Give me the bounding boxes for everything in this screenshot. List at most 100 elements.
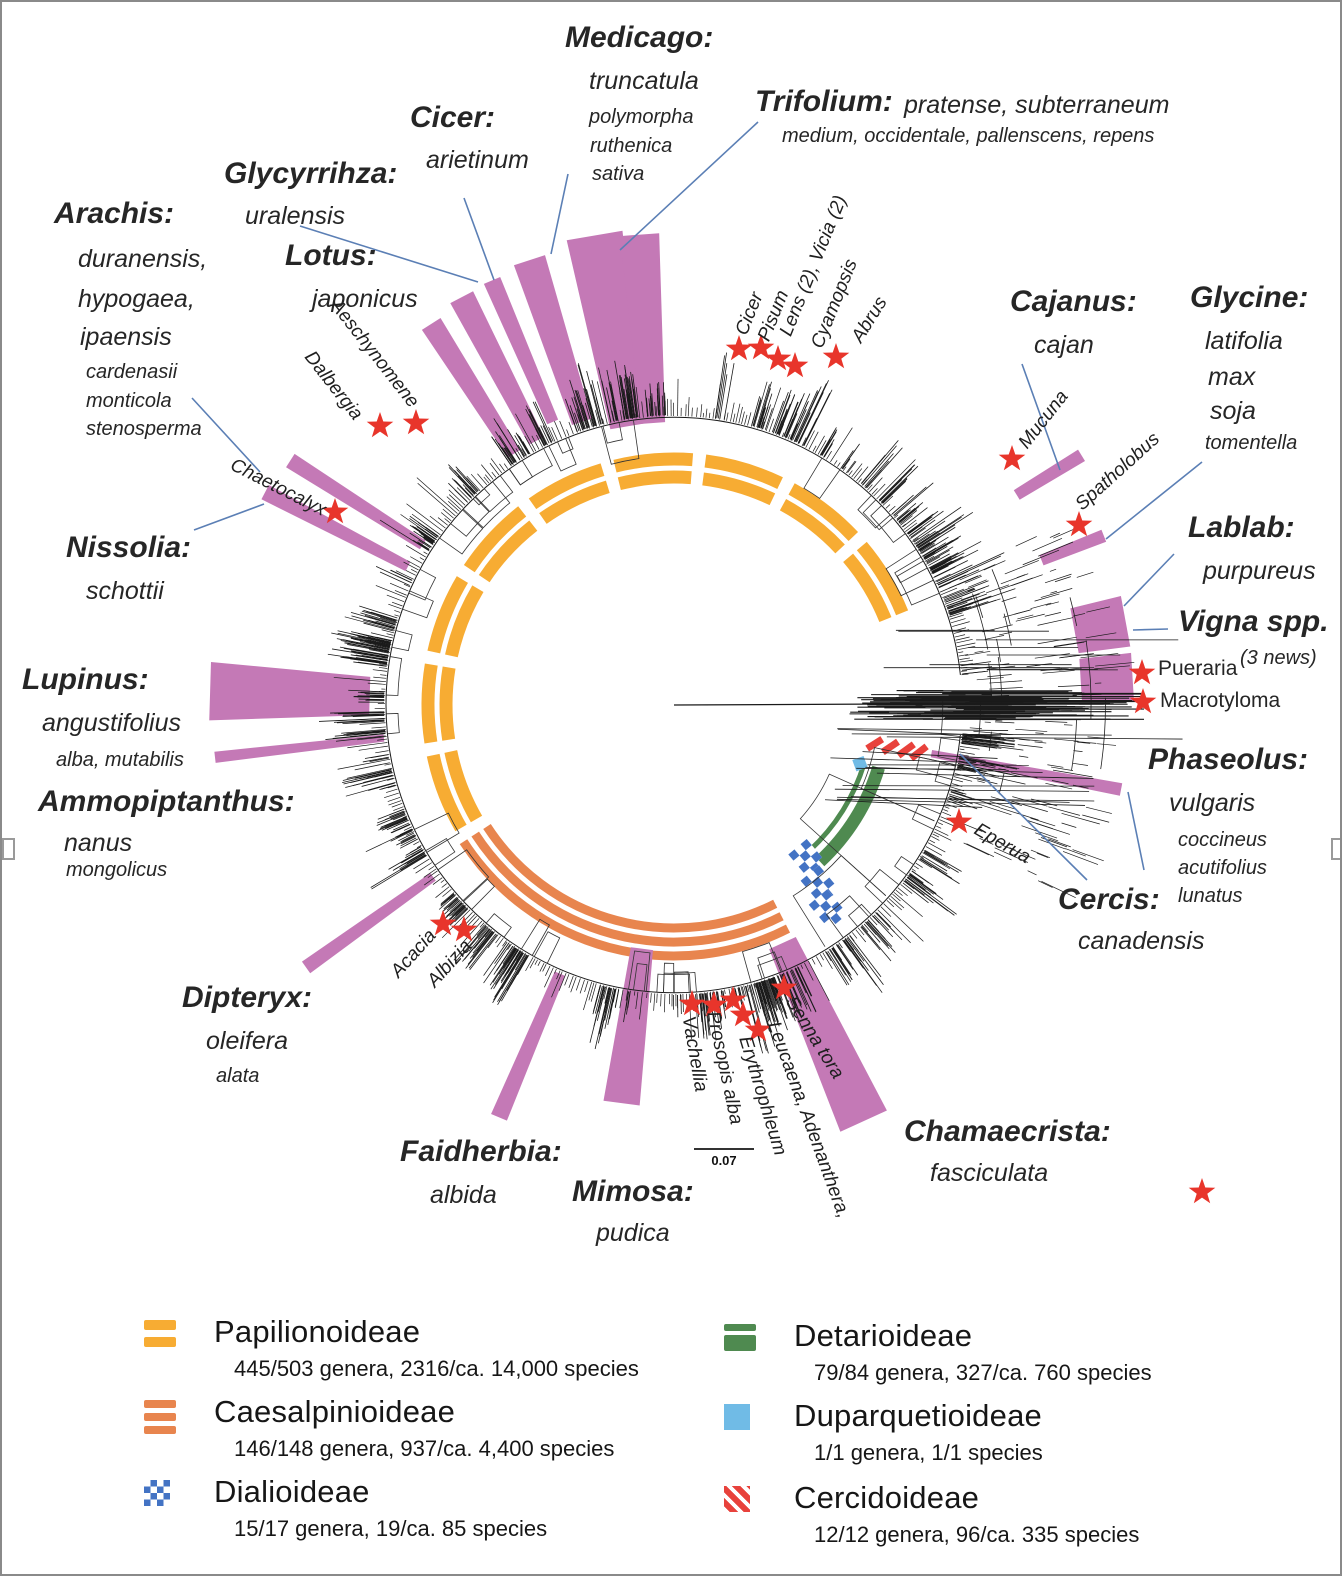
new-taxon-star bbox=[998, 445, 1026, 471]
new-taxon-star bbox=[1188, 1178, 1216, 1204]
ring-dialioideae bbox=[788, 839, 843, 925]
label-lotus-japonicus: japonicus bbox=[312, 285, 418, 313]
label-nissolia: Nissolia: bbox=[66, 531, 192, 564]
label-medicago-truncatula: truncatula bbox=[589, 67, 699, 95]
new-taxon-star bbox=[719, 986, 747, 1012]
callout-line bbox=[463, 197, 495, 281]
new-taxon-star bbox=[744, 1016, 772, 1042]
new-taxon-stars bbox=[321, 334, 1216, 1204]
callout-line bbox=[1123, 553, 1175, 607]
clade-highlight-lupinus bbox=[209, 662, 371, 721]
label-lupinus: Lupinus: bbox=[22, 663, 149, 696]
label-arachis-ipaensis: ipaensis bbox=[80, 323, 172, 351]
label-dipteryx-alata: alata bbox=[216, 1065, 260, 1087]
label-trifolium-species-2: medium, occidentale, pallenscens, repens bbox=[782, 125, 1155, 147]
label-medicago-polymorpha: polymorpha bbox=[589, 106, 694, 128]
new-taxon-star bbox=[678, 990, 706, 1016]
clade-highlight-lotus-a bbox=[421, 317, 521, 458]
ring-caesalpinioideae bbox=[459, 824, 791, 961]
label-macrotyloma: Macrotyloma bbox=[1160, 689, 1281, 712]
label-phaseolus: Phaseolus: bbox=[1148, 743, 1309, 776]
callout-line bbox=[1021, 363, 1061, 471]
resize-handle-right[interactable] bbox=[1331, 838, 1340, 860]
new-taxon-star bbox=[450, 916, 478, 942]
scale-bar-line bbox=[694, 1148, 754, 1150]
callout-lines bbox=[191, 121, 1203, 881]
new-taxon-star bbox=[429, 910, 457, 936]
new-taxon-star bbox=[822, 343, 850, 369]
label-faidherbia-albida: albida bbox=[430, 1181, 497, 1209]
label-trifolium: Trifolium: bbox=[755, 85, 893, 118]
new-taxon-star bbox=[729, 1001, 757, 1027]
label-chamaecrista: Chamaecrista: bbox=[904, 1115, 1111, 1148]
ring-cercidoideae bbox=[865, 736, 929, 762]
legend-stats-papilionoideae: 445/503 genera, 2316/ca. 14,000 species bbox=[234, 1356, 639, 1381]
clade-highlight-chamaecrista bbox=[769, 936, 887, 1132]
label-cajanus: Cajanus: bbox=[1010, 285, 1137, 318]
label-medicago: Medicago: bbox=[565, 21, 714, 54]
callout-line bbox=[619, 121, 759, 251]
label-arachis-stenosperma: stenosperma bbox=[86, 418, 202, 440]
label-cercis: Cercis: bbox=[1058, 883, 1160, 916]
legend-stats-duparquetioideae: 1/1 genera, 1/1 species bbox=[814, 1440, 1043, 1465]
new-taxon-star bbox=[321, 498, 349, 524]
legend-name-caesalpinioideae: Caesalpinioideae bbox=[214, 1394, 456, 1429]
clade-highlight-lotus-b bbox=[450, 291, 544, 445]
label-glycyrrihza: Glycyrrihza: bbox=[224, 157, 398, 190]
ring-papilionoideae bbox=[421, 452, 909, 832]
clade-highlight-mimosa bbox=[603, 947, 653, 1106]
label-dipteryx: Dipteryx: bbox=[182, 981, 313, 1014]
label-glycine-tomentella: tomentella bbox=[1205, 432, 1298, 454]
label-lupinus-angustifolius: angustifolius bbox=[42, 709, 181, 737]
callout-line bbox=[550, 173, 569, 255]
label-arachis-hypogaea: hypogaea, bbox=[78, 285, 195, 313]
clade-highlight-chaetocalyx-b bbox=[286, 453, 426, 550]
caesalpinioideae-legend-icon bbox=[144, 1400, 176, 1434]
callout-line bbox=[1132, 628, 1169, 631]
label-vigna: Vigna spp. bbox=[1178, 605, 1329, 638]
label-cajanus-cajan: cajan bbox=[1034, 331, 1094, 359]
label-arachis-duranensis: duranensis, bbox=[78, 245, 208, 273]
clade-highlight-pueraria-macrotyloma bbox=[1079, 652, 1134, 702]
label-lablab: Lablab: bbox=[1188, 511, 1295, 544]
label-chamaecrista-fasciculata: fasciculata bbox=[930, 1159, 1049, 1187]
legend-name-dialioideae: Dialioideae bbox=[214, 1474, 370, 1509]
label-glycine-max: max bbox=[1208, 363, 1256, 391]
legend-entry-detarioideae: Detarioideae 79/84 genera, 327/ca. 760 sp… bbox=[794, 1318, 1152, 1386]
label-arachis-monticola: monticola bbox=[86, 390, 172, 412]
dialioideae-legend-icon bbox=[144, 1480, 170, 1506]
resize-handle-left[interactable] bbox=[2, 838, 15, 860]
clade-highlight-medicago-trifolium-b bbox=[619, 233, 666, 424]
label-ammopiptanthus-mongolicus: mongolicus bbox=[66, 859, 168, 881]
new-taxon-star bbox=[1065, 511, 1093, 537]
new-taxon-star bbox=[747, 334, 775, 360]
label-dipteryx-oleifera: oleifera bbox=[206, 1027, 288, 1055]
scale-bar: 0.07 bbox=[694, 1148, 754, 1170]
label-lupinus-alba: alba, mutabilis bbox=[56, 749, 184, 771]
new-taxon-star bbox=[770, 974, 798, 1000]
legend-name-papilionoideae: Papilionoideae bbox=[214, 1314, 421, 1349]
label-vigna-3news: (3 news) bbox=[1240, 647, 1317, 669]
callout-line bbox=[1127, 791, 1145, 871]
callout-line bbox=[959, 753, 1088, 881]
clade-highlight-glycyrrihza bbox=[483, 276, 559, 425]
papilionoideae-legend-icon bbox=[144, 1320, 176, 1347]
label-cicer-arietinum: arietinum bbox=[426, 146, 529, 174]
label-glycine-soja: soja bbox=[1210, 397, 1256, 425]
label-arachis: Arachis: bbox=[54, 197, 175, 230]
label-medicago-ruthenica: ruthenica bbox=[590, 135, 673, 157]
label-glycyrrihza-uralensis: uralensis bbox=[245, 202, 346, 230]
legend-entry-dialioideae: Dialioideae 15/17 genera, 19/ca. 85 speci… bbox=[214, 1474, 547, 1542]
clade-highlight-faidherbia bbox=[491, 971, 566, 1121]
callout-line bbox=[299, 225, 479, 283]
subfamily-rings bbox=[421, 452, 929, 961]
label-nissolia-schottii: schottii bbox=[86, 577, 164, 605]
ring-duparquetioideae bbox=[852, 755, 868, 772]
label-cicer: Cicer: bbox=[410, 101, 496, 134]
legend-stats-cercidoideae: 12/12 genera, 96/ca. 335 species bbox=[814, 1522, 1140, 1547]
detarioideae-legend-icon bbox=[724, 1324, 756, 1351]
legend-entry-caesalpinioideae: Caesalpinioideae 146/148 genera, 937/ca. … bbox=[214, 1394, 614, 1462]
label-phaseolus-acutifolius: acutifolius bbox=[1178, 857, 1267, 879]
label-cercis-canadensis: canadensis bbox=[1078, 927, 1205, 955]
